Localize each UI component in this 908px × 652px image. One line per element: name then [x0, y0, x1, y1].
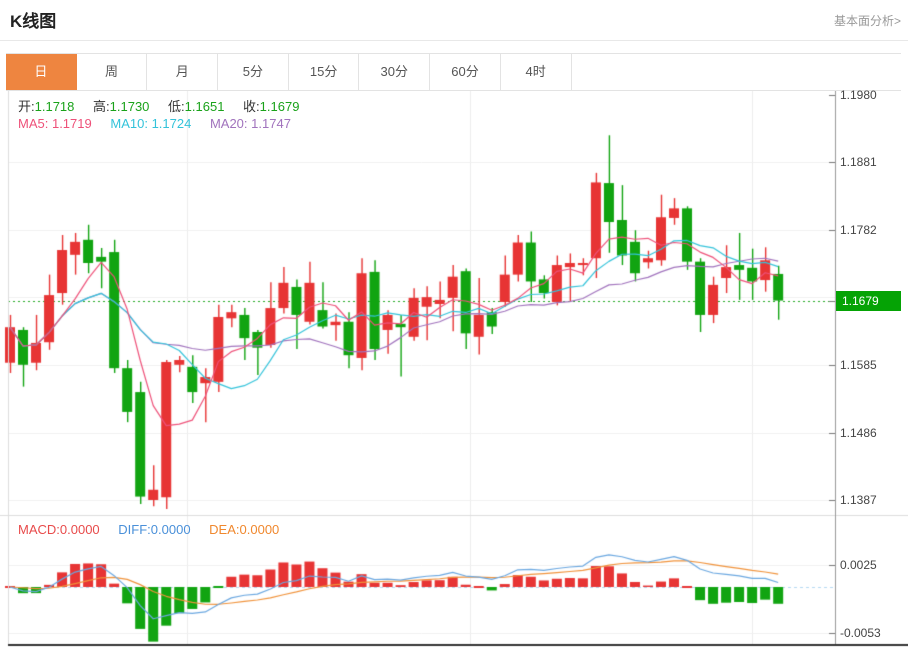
price-tick-3: 1.1782: [840, 223, 877, 237]
diff-label: DIFF:: [118, 522, 151, 537]
price-tick-2: 1.1881: [840, 155, 877, 169]
tab-5min[interactable]: 5分: [218, 54, 289, 90]
macd-value: 0.0000: [59, 522, 100, 537]
dea-value: 0.0000: [239, 522, 280, 537]
close-label: 收:: [243, 99, 260, 114]
macd-label: MACD:: [18, 522, 60, 537]
tab-month[interactable]: 月: [147, 54, 219, 90]
high-label: 高:: [93, 99, 110, 114]
price-tick-4: 1.1585: [840, 358, 877, 372]
interval-tab-bar: 日 周 月 5分 15分 30分 60分 4时: [6, 53, 901, 91]
ma20-label: MA20:: [209, 116, 248, 131]
current-price-badge: 1.1679: [836, 291, 901, 311]
price-tick-1: 1.1980: [840, 88, 877, 102]
tab-60min[interactable]: 60分: [430, 54, 501, 90]
open-label: 开:: [18, 99, 35, 114]
tab-day[interactable]: 日: [6, 54, 77, 90]
high-value: 1.1730: [109, 99, 150, 114]
tab-4hour[interactable]: 4时: [501, 54, 572, 90]
ma-readout: MA5: 1.1719 MA10: 1.1724 MA20: 1.1747: [18, 116, 306, 131]
ma5-value: 1.1719: [51, 116, 92, 131]
tab-30min[interactable]: 30分: [359, 54, 431, 90]
diff-value: 0.0000: [150, 522, 191, 537]
open-value: 1.1718: [34, 99, 75, 114]
ma10-label: MA10:: [110, 116, 148, 131]
page-title: K线图: [10, 12, 57, 31]
tab-15min[interactable]: 15分: [289, 54, 360, 90]
ma20-value: 1.1747: [251, 116, 291, 131]
price-tick-5: 1.1486: [840, 426, 877, 440]
ma10-value: 1.1724: [151, 116, 192, 131]
fundamental-analysis-link[interactable]: 基本面分析>: [833, 14, 901, 28]
macd-tick-2: -0.0053: [840, 626, 881, 640]
dea-label: DEA:: [209, 522, 240, 537]
close-value: 1.1679: [259, 99, 300, 114]
low-label: 低:: [168, 99, 185, 114]
price-tick-6: 1.1387: [840, 493, 877, 507]
ohlc-readout: 开:1.1718 高:1.1730 低:1.1651 收:1.1679: [18, 96, 314, 115]
ma5-label: MA5:: [18, 116, 49, 131]
header-divider: [0, 40, 908, 41]
macd-readout: MACD:0.0000 DIFF:0.0000 DEA:0.0000: [18, 522, 294, 537]
tab-week[interactable]: 周: [77, 54, 148, 90]
macd-tick-1: 0.0025: [840, 558, 877, 572]
low-value: 1.1651: [184, 99, 225, 114]
